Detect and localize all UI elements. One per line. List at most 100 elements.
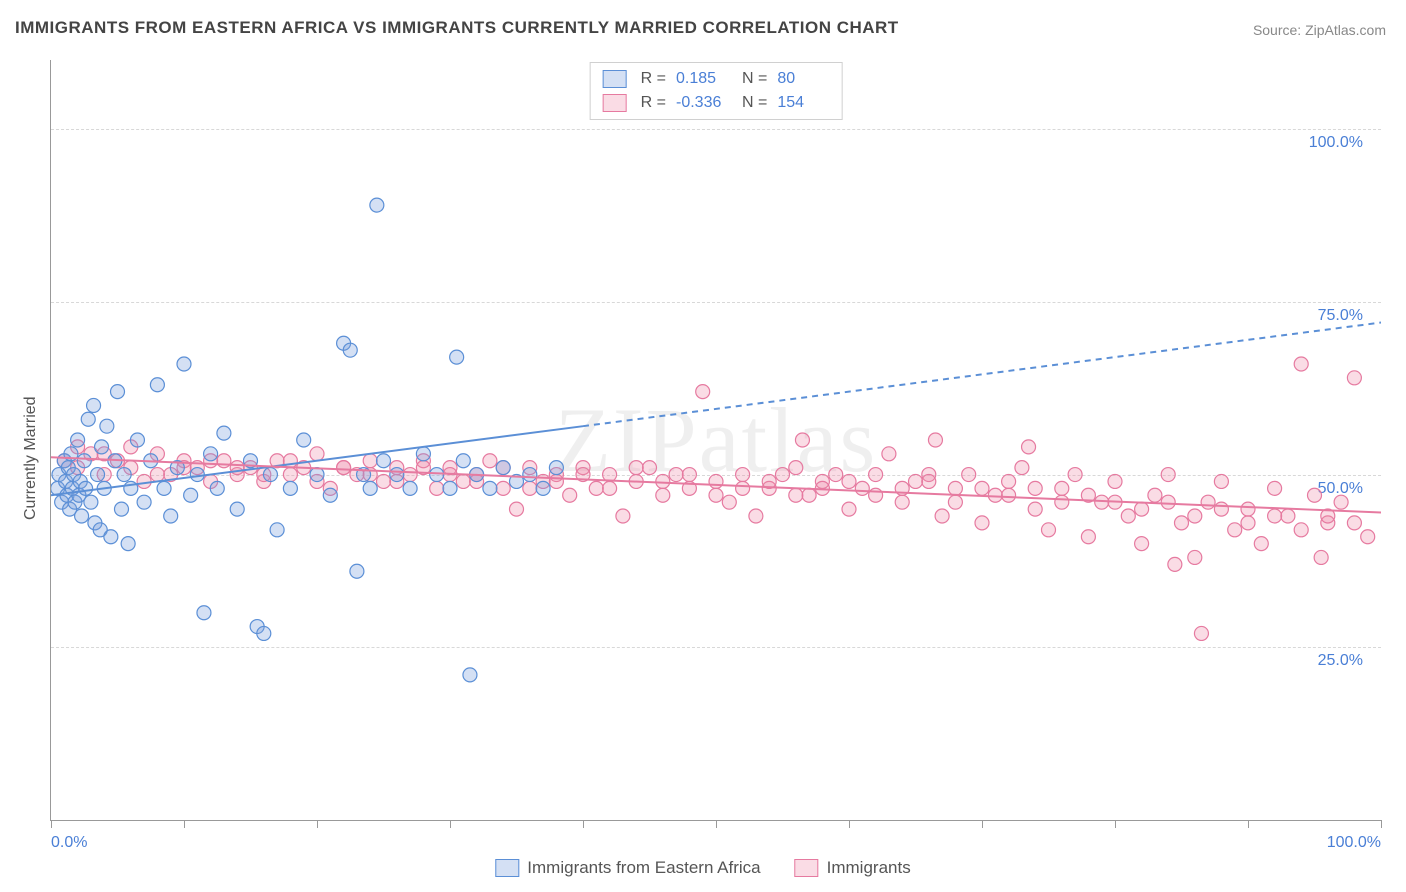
- scatter-point: [696, 385, 710, 399]
- scatter-point: [510, 502, 524, 516]
- scatter-point: [177, 357, 191, 371]
- scatter-point: [1135, 502, 1149, 516]
- scatter-point: [310, 468, 324, 482]
- scatter-point: [121, 537, 135, 551]
- scatter-point: [1281, 509, 1295, 523]
- scatter-point: [1081, 530, 1095, 544]
- scatter-point: [1254, 537, 1268, 551]
- scatter-point: [643, 461, 657, 475]
- scatter-point: [164, 509, 178, 523]
- scatter-point: [197, 606, 211, 620]
- scatter-point: [456, 474, 470, 488]
- n-value-b: 154: [777, 91, 829, 115]
- scatter-point: [1241, 502, 1255, 516]
- x-tick: [1381, 820, 1382, 828]
- scatter-point: [1148, 488, 1162, 502]
- n-label: N =: [742, 67, 767, 91]
- scatter-point: [789, 488, 803, 502]
- scatter-point: [1201, 495, 1215, 509]
- scatter-point: [443, 481, 457, 495]
- scatter-point: [337, 461, 351, 475]
- x-tick-label: 100.0%: [1327, 834, 1381, 852]
- r-label: R =: [641, 91, 666, 115]
- r-value-b: -0.336: [676, 91, 728, 115]
- scatter-point: [1334, 495, 1348, 509]
- scatter-point: [975, 516, 989, 530]
- scatter-point: [1135, 537, 1149, 551]
- legend-label-b: Immigrants: [827, 858, 911, 878]
- scatter-svg: [51, 60, 1381, 820]
- scatter-point: [1188, 509, 1202, 523]
- scatter-point: [263, 468, 277, 482]
- x-tick: [317, 820, 318, 828]
- scatter-point: [150, 468, 164, 482]
- scatter-point: [430, 481, 444, 495]
- scatter-point: [948, 481, 962, 495]
- scatter-point: [789, 461, 803, 475]
- scatter-point: [1214, 502, 1228, 516]
- scatter-point: [430, 468, 444, 482]
- scatter-point: [1108, 474, 1122, 488]
- scatter-point: [988, 488, 1002, 502]
- legend-item-immigrants: Immigrants: [795, 858, 911, 878]
- n-label: N =: [742, 91, 767, 115]
- scatter-point: [483, 454, 497, 468]
- scatter-point: [829, 468, 843, 482]
- source-label: Source:: [1253, 22, 1305, 38]
- legend-row-series-a: R = 0.185 N = 80: [603, 67, 830, 91]
- correlation-legend: R = 0.185 N = 80 R = -0.336 N = 154: [590, 62, 843, 120]
- scatter-point: [1121, 509, 1135, 523]
- scatter-point: [1228, 523, 1242, 537]
- scatter-point: [230, 502, 244, 516]
- r-label: R =: [641, 67, 666, 91]
- scatter-point: [1308, 488, 1322, 502]
- scatter-point: [1214, 474, 1228, 488]
- source-link[interactable]: ZipAtlas.com: [1305, 22, 1386, 38]
- scatter-point: [483, 481, 497, 495]
- source-attribution: Source: ZipAtlas.com: [1253, 22, 1386, 38]
- scatter-point: [114, 502, 128, 516]
- scatter-point: [855, 481, 869, 495]
- series-legend: Immigrants from Eastern Africa Immigrant…: [495, 858, 910, 878]
- scatter-point: [1347, 516, 1361, 530]
- scatter-point: [403, 468, 417, 482]
- r-value-a: 0.185: [676, 67, 728, 91]
- scatter-point: [1161, 495, 1175, 509]
- scatter-point: [1161, 468, 1175, 482]
- scatter-point: [669, 468, 683, 482]
- scatter-point: [257, 626, 271, 640]
- scatter-point: [563, 488, 577, 502]
- scatter-point: [1241, 516, 1255, 530]
- scatter-point: [496, 481, 510, 495]
- scatter-point: [1068, 468, 1082, 482]
- n-value-a: 80: [777, 67, 829, 91]
- scatter-point: [456, 454, 470, 468]
- x-tick-label: 0.0%: [51, 834, 87, 852]
- scatter-point: [922, 474, 936, 488]
- scatter-point: [1268, 509, 1282, 523]
- scatter-point: [104, 530, 118, 544]
- scatter-point: [297, 433, 311, 447]
- x-tick: [1115, 820, 1116, 828]
- scatter-point: [377, 474, 391, 488]
- scatter-point: [1194, 626, 1208, 640]
- scatter-point: [310, 447, 324, 461]
- scatter-point: [1002, 488, 1016, 502]
- scatter-point: [1022, 440, 1036, 454]
- scatter-point: [323, 488, 337, 502]
- scatter-point: [79, 481, 93, 495]
- legend-swatch-pink: [795, 859, 819, 877]
- x-tick: [184, 820, 185, 828]
- legend-swatch-pink: [603, 94, 627, 112]
- scatter-point: [75, 509, 89, 523]
- scatter-point: [1268, 481, 1282, 495]
- x-tick: [849, 820, 850, 828]
- scatter-point: [549, 461, 563, 475]
- scatter-point: [1175, 516, 1189, 530]
- scatter-point: [416, 447, 430, 461]
- scatter-point: [523, 481, 537, 495]
- scatter-point: [1055, 481, 1069, 495]
- scatter-point: [1168, 557, 1182, 571]
- legend-row-series-b: R = -0.336 N = 154: [603, 91, 830, 115]
- scatter-point: [909, 474, 923, 488]
